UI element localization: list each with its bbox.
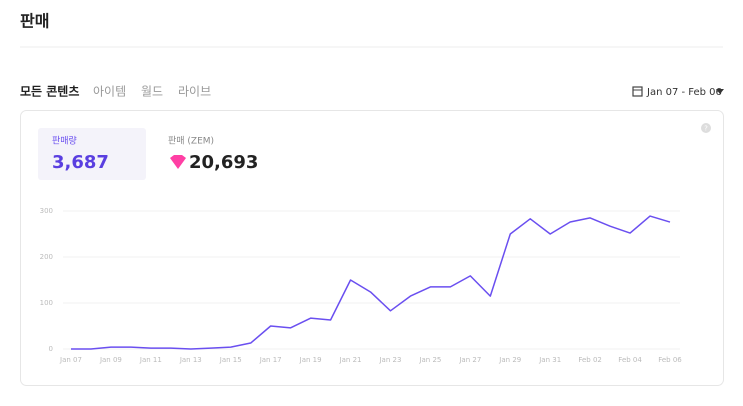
help-icon: ? (704, 125, 708, 133)
x-tick-label: Jan 29 (498, 356, 521, 364)
chart: 0 100 200 300 Jan 07 Jan 09 Jan 11 Jan 13 Jan 15… (40, 207, 683, 364)
x-tick-label: Jan 25 (418, 356, 441, 364)
calendar-icon (632, 86, 643, 97)
stat-label: 판매 (ZEM) (168, 136, 214, 147)
tab[interactable]: 라이브 (178, 85, 211, 99)
x-tick-label: Jan 11 (139, 356, 162, 364)
stat-box[interactable] (38, 128, 146, 180)
dropdown-caret (716, 89, 724, 94)
x-tick-label: Jan 13 (179, 356, 202, 364)
x-tick-label: Jan 31 (538, 356, 561, 364)
x-tick-label: Jan 07 (59, 356, 82, 364)
stat-label: 판매량 (52, 135, 77, 147)
page-title: 판매 (20, 12, 49, 31)
x-tick-label: Feb 04 (618, 356, 642, 364)
x-tick-label: Feb 06 (658, 356, 682, 364)
stat-value: 3,687 (52, 152, 109, 173)
stat-value[interactable]: 20,693 (189, 152, 258, 173)
tab[interactable]: 모든 콘텐츠 (20, 84, 79, 99)
x-tick-label: Jan 17 (259, 356, 282, 364)
tab[interactable]: 아이템 (93, 85, 126, 99)
y-tick-label: 300 (40, 207, 53, 215)
gem-icon (170, 155, 186, 169)
x-tick-label: Jan 15 (219, 356, 242, 364)
x-tick-label: Jan 27 (458, 356, 481, 364)
card (20, 110, 724, 386)
line (71, 215, 671, 350)
x-tick-label: Jan 09 (99, 356, 122, 364)
x-tick-label: Jan 21 (339, 356, 362, 364)
y-tick-label: 100 (40, 299, 53, 307)
y-tick-label: 200 (40, 253, 53, 261)
tab[interactable]: 월드 (141, 85, 163, 99)
x-tick-label: Jan 19 (299, 356, 322, 364)
x-tick-label: Feb 02 (578, 356, 602, 364)
help-icon[interactable] (701, 123, 711, 133)
date-range: Jan 07 - Feb 06 (646, 87, 722, 98)
date-picker[interactable]: Jan 07 - Feb 06 (632, 86, 724, 98)
y-tick-label: 0 (49, 345, 53, 353)
x-tick-label: Jan 23 (378, 356, 401, 364)
